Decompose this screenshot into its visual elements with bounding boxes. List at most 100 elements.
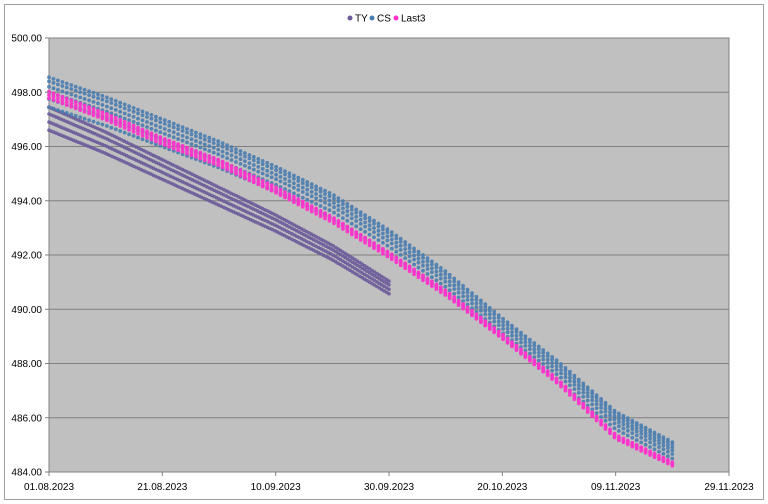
data-point [599, 410, 603, 414]
data-point [514, 330, 519, 334]
data-point [394, 233, 399, 238]
data-point [300, 185, 305, 190]
data-point [554, 372, 559, 376]
data-point [536, 358, 541, 363]
data-point [171, 125, 176, 130]
data-point [461, 299, 465, 303]
data-point [118, 129, 123, 133]
data-point [470, 294, 474, 298]
data-point [314, 184, 318, 189]
data-point [474, 301, 479, 306]
data-point [608, 422, 612, 427]
data-point [238, 157, 243, 162]
data-point [109, 101, 114, 105]
data-point [234, 150, 238, 155]
data-point [657, 438, 661, 443]
data-point [220, 154, 225, 159]
data-point [666, 446, 670, 450]
data-point [47, 105, 51, 110]
data-point [576, 377, 581, 382]
data-point [385, 234, 390, 239]
data-point [603, 413, 608, 418]
data-point [47, 89, 51, 94]
data-point [216, 160, 221, 165]
data-point [211, 158, 216, 163]
data-point [367, 238, 372, 243]
data-point [300, 195, 305, 200]
data-point [131, 106, 136, 110]
data-point [634, 433, 639, 438]
data-point [47, 79, 51, 84]
data-point [666, 443, 670, 447]
data-point [109, 97, 114, 102]
data-point [661, 447, 666, 452]
data-point [559, 362, 563, 366]
data-point [131, 120, 136, 124]
data-point [202, 155, 207, 160]
data-point [528, 351, 532, 356]
data-point [670, 440, 675, 444]
data-point [594, 402, 599, 406]
x-tick-label: 29.11.2023 [704, 482, 754, 493]
data-point [528, 354, 532, 359]
data-point [438, 269, 443, 273]
data-point [180, 149, 185, 154]
data-point [229, 148, 234, 153]
data-point [260, 167, 265, 171]
data-point [447, 283, 452, 288]
data-point [430, 262, 434, 267]
data-point [327, 202, 332, 207]
data-point [483, 302, 488, 307]
data-point [60, 89, 65, 94]
data-point [189, 147, 194, 152]
data-point [314, 196, 318, 201]
data-point [171, 121, 176, 126]
data-point [452, 283, 457, 288]
data-point [207, 149, 212, 153]
data-point [118, 109, 123, 114]
data-point [158, 138, 163, 143]
data-point [122, 130, 127, 135]
data-point [283, 192, 287, 197]
data-point [563, 384, 568, 389]
data-point [194, 154, 198, 159]
data-point [474, 312, 479, 317]
data-point [51, 77, 56, 81]
data-point [87, 118, 91, 123]
y-tick-label: 496.00 [11, 142, 42, 153]
data-point [118, 100, 123, 105]
data-point [145, 120, 149, 124]
data-point [354, 224, 359, 229]
data-point [412, 246, 416, 251]
data-point [109, 125, 114, 130]
data-point [461, 286, 465, 291]
data-point [162, 137, 167, 141]
data-point [416, 260, 421, 265]
data-point [452, 279, 457, 284]
data-point [158, 125, 163, 130]
data-point [265, 160, 270, 165]
data-point [470, 297, 474, 302]
data-point [287, 174, 292, 179]
data-point [523, 336, 528, 341]
data-point [612, 421, 617, 426]
data-point [305, 204, 310, 209]
data-point [403, 261, 408, 266]
data-point [349, 212, 354, 216]
data-point [496, 316, 501, 320]
data-point [358, 210, 363, 215]
data-point [185, 135, 189, 140]
data-point [136, 111, 140, 116]
data-point [234, 160, 238, 164]
data-point [136, 135, 140, 140]
x-tick-label: 10.09.2023 [251, 482, 301, 493]
data-point [523, 344, 528, 348]
data-point [372, 226, 376, 230]
data-point [105, 118, 109, 123]
data-point [78, 115, 83, 120]
data-point [56, 93, 60, 97]
data-point [394, 240, 399, 245]
data-point [82, 87, 87, 92]
data-point [292, 181, 296, 186]
data-point [412, 253, 416, 258]
